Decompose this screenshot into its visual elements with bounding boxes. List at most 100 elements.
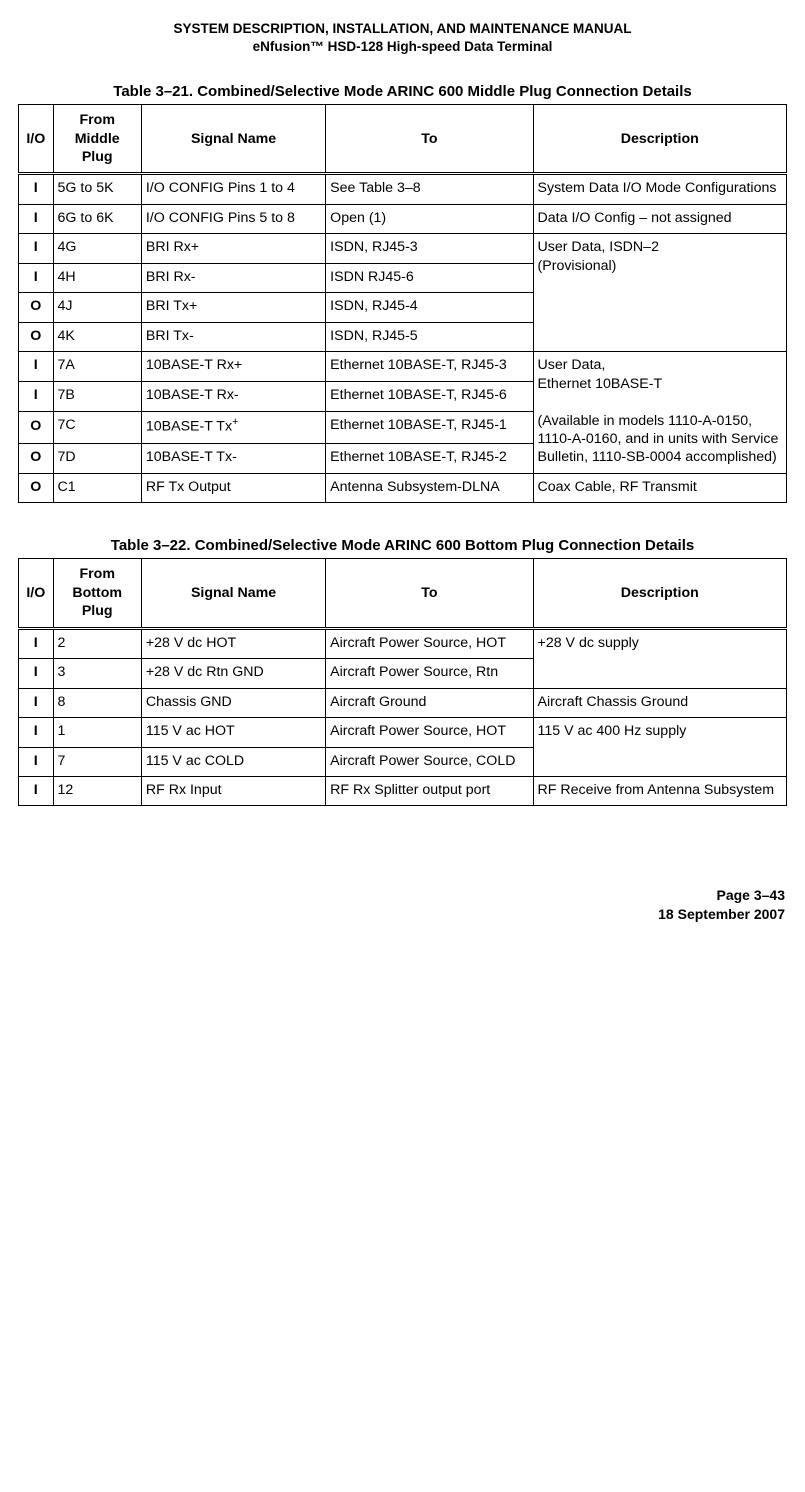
cell-to: Ethernet 10BASE-T, RJ45-6 — [326, 382, 533, 412]
table-2-title: Table 3–22. Combined/Selective Mode ARIN… — [18, 537, 787, 554]
signal-text: 10BASE-T Tx — [146, 419, 232, 435]
cell-signal: Chassis GND — [141, 688, 325, 717]
footer-date: 18 September 2007 — [658, 906, 785, 922]
cell-io: O — [19, 322, 54, 351]
table-row: I 2 +28 V dc HOT Aircraft Power Source, … — [19, 628, 787, 658]
col-io: I/O — [19, 559, 54, 628]
table-1-header-row: I/O From Middle Plug Signal Name To Desc… — [19, 105, 787, 174]
col-desc: Description — [533, 559, 786, 628]
col-io: I/O — [19, 105, 54, 174]
header-line-1: SYSTEM DESCRIPTION, INSTALLATION, AND MA… — [174, 21, 632, 36]
col-to: To — [326, 105, 533, 174]
cell-to: Ethernet 10BASE-T, RJ45-2 — [326, 443, 533, 473]
col-desc: Description — [533, 105, 786, 174]
cell-signal: 10BASE-T Tx+ — [141, 412, 325, 444]
cell-io: O — [19, 412, 54, 444]
cell-desc-group-a: User Data, ISDN–2 (Provisional) — [533, 234, 786, 352]
cell-io: I — [19, 659, 54, 688]
cell-from: 7C — [53, 412, 141, 444]
cell-from: 4K — [53, 322, 141, 351]
col-from: From Bottom Plug — [53, 559, 141, 628]
table-row: O C1 RF Tx Output Antenna Subsystem-DLNA… — [19, 473, 787, 502]
cell-from: 4H — [53, 263, 141, 292]
table-1: I/O From Middle Plug Signal Name To Desc… — [18, 104, 787, 503]
signal-sup: + — [232, 416, 238, 428]
table-row: I 7A 10BASE-T Rx+ Ethernet 10BASE-T, RJ4… — [19, 352, 787, 382]
cell-to: See Table 3–8 — [326, 174, 533, 204]
cell-to: Aircraft Power Source, Rtn — [326, 659, 533, 688]
desc-line: Ethernet 10BASE-T — [538, 376, 663, 392]
cell-signal: BRI Tx+ — [141, 293, 325, 322]
cell-io: I — [19, 718, 54, 747]
cell-to: Antenna Subsystem-DLNA — [326, 473, 533, 502]
cell-signal: 10BASE-T Tx- — [141, 443, 325, 473]
table-row: I 12 RF Rx Input RF Rx Splitter output p… — [19, 776, 787, 805]
table-row: I 8 Chassis GND Aircraft Ground Aircraft… — [19, 688, 787, 717]
cell-to: Aircraft Power Source, HOT — [326, 628, 533, 658]
cell-from: 7B — [53, 382, 141, 412]
cell-from: 4G — [53, 234, 141, 263]
table-row: I 6G to 6K I/O CONFIG Pins 5 to 8 Open (… — [19, 204, 787, 233]
cell-signal: RF Tx Output — [141, 473, 325, 502]
cell-io: I — [19, 263, 54, 292]
cell-signal: BRI Tx- — [141, 322, 325, 351]
cell-io: O — [19, 443, 54, 473]
cell-from: 7 — [53, 747, 141, 776]
cell-to: Aircraft Power Source, COLD — [326, 747, 533, 776]
header-line-2: eNfusion™ HSD-128 High-speed Data Termin… — [253, 39, 553, 54]
desc-line: User Data, — [538, 357, 606, 373]
col-signal: Signal Name — [141, 105, 325, 174]
desc-line: (Provisional) — [538, 258, 617, 274]
cell-from: 8 — [53, 688, 141, 717]
cell-to: Open (1) — [326, 204, 533, 233]
cell-io: I — [19, 688, 54, 717]
cell-to: ISDN, RJ45-5 — [326, 322, 533, 351]
cell-signal: I/O CONFIG Pins 1 to 4 — [141, 174, 325, 204]
cell-desc-group-b: User Data, Ethernet 10BASE-T (Available … — [533, 352, 786, 474]
cell-to: Aircraft Ground — [326, 688, 533, 717]
table-1-title: Table 3–21. Combined/Selective Mode ARIN… — [18, 83, 787, 100]
document-header: SYSTEM DESCRIPTION, INSTALLATION, AND MA… — [18, 20, 787, 55]
cell-io: I — [19, 776, 54, 805]
cell-desc: Data I/O Config – not assigned — [533, 204, 786, 233]
page-footer: Page 3–43 18 September 2007 — [18, 886, 787, 924]
cell-signal: 10BASE-T Rx- — [141, 382, 325, 412]
cell-signal: 115 V ac HOT — [141, 718, 325, 747]
cell-to: ISDN, RJ45-4 — [326, 293, 533, 322]
cell-signal: BRI Rx+ — [141, 234, 325, 263]
cell-from: C1 — [53, 473, 141, 502]
table-row: I 1 115 V ac HOT Aircraft Power Source, … — [19, 718, 787, 747]
cell-signal: +28 V dc HOT — [141, 628, 325, 658]
cell-desc: Aircraft Chassis Ground — [533, 688, 786, 717]
cell-io: I — [19, 204, 54, 233]
cell-to: Ethernet 10BASE-T, RJ45-1 — [326, 412, 533, 444]
col-from: From Middle Plug — [53, 105, 141, 174]
cell-signal: RF Rx Input — [141, 776, 325, 805]
cell-signal: I/O CONFIG Pins 5 to 8 — [141, 204, 325, 233]
cell-io: I — [19, 628, 54, 658]
desc-line: User Data, ISDN–2 — [538, 239, 659, 255]
cell-from: 6G to 6K — [53, 204, 141, 233]
desc-line: 1110-A-0160, and in units with Service B… — [538, 431, 779, 465]
cell-io: O — [19, 473, 54, 502]
col-signal: Signal Name — [141, 559, 325, 628]
cell-from: 12 — [53, 776, 141, 805]
cell-signal: BRI Rx- — [141, 263, 325, 292]
table-row: I 5G to 5K I/O CONFIG Pins 1 to 4 See Ta… — [19, 174, 787, 204]
cell-desc: RF Receive from Antenna Subsystem — [533, 776, 786, 805]
footer-page: Page 3–43 — [717, 887, 786, 903]
cell-io: I — [19, 382, 54, 412]
cell-from: 7A — [53, 352, 141, 382]
cell-to: ISDN RJ45-6 — [326, 263, 533, 292]
page: SYSTEM DESCRIPTION, INSTALLATION, AND MA… — [0, 0, 805, 944]
cell-from: 7D — [53, 443, 141, 473]
table-row: I 4G BRI Rx+ ISDN, RJ45-3 User Data, ISD… — [19, 234, 787, 263]
desc-line: (Available in models 1110-A-0150, — [538, 413, 753, 429]
cell-from: 3 — [53, 659, 141, 688]
cell-from: 2 — [53, 628, 141, 658]
cell-to: RF Rx Splitter output port — [326, 776, 533, 805]
table-2-header-row: I/O From Bottom Plug Signal Name To Desc… — [19, 559, 787, 628]
col-to: To — [326, 559, 533, 628]
cell-to: ISDN, RJ45-3 — [326, 234, 533, 263]
cell-desc-group-a: +28 V dc supply — [533, 628, 786, 688]
